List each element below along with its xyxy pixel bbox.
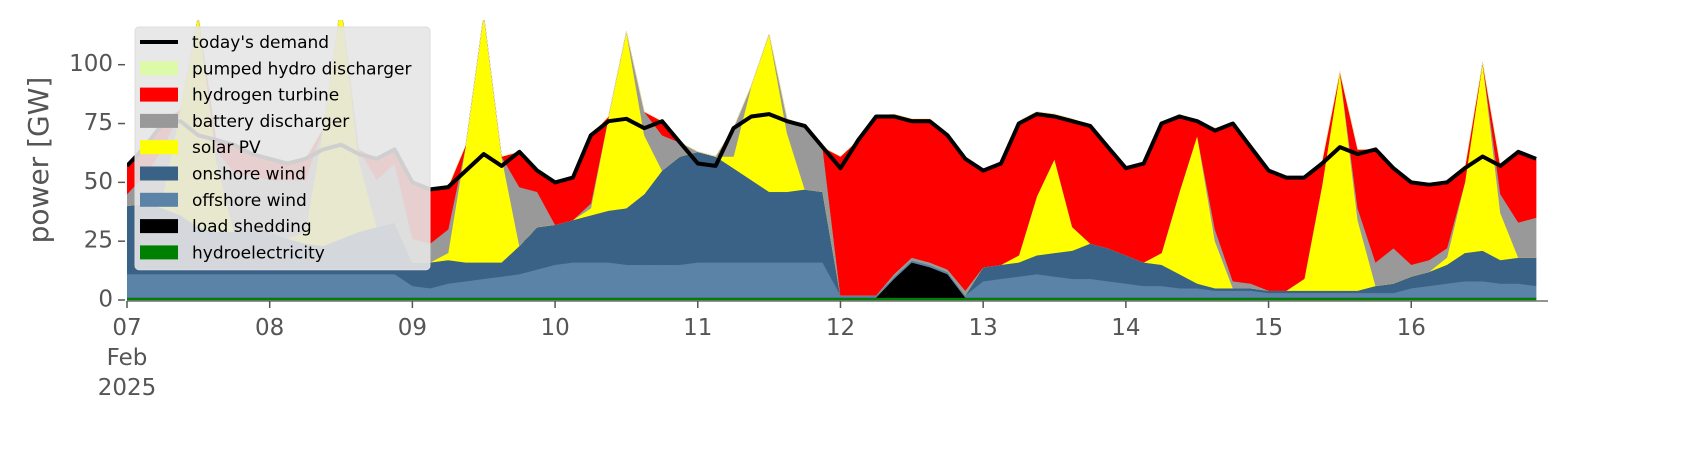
legend-swatch [140, 113, 178, 128]
legend-box [134, 26, 431, 271]
y-axis-label: power [GW] [22, 77, 55, 244]
legend-swatch [140, 192, 178, 207]
x-tick-label: 13 [968, 315, 998, 341]
area [127, 297, 1537, 301]
x-tick-label: 08 [255, 315, 285, 341]
x-tick-label: 14 [1111, 315, 1141, 341]
legend-label: hydroelectricity [192, 243, 325, 263]
legend-label: onshore wind [192, 165, 306, 185]
legend-label: battery discharger [192, 112, 349, 132]
x-tick-label: 07 Feb 2025 [97, 315, 157, 401]
legend-label: today's demand [192, 33, 329, 53]
x-tick-label: 11 [683, 315, 713, 341]
y-tick-label: 50 [84, 169, 113, 195]
plot-area [127, 20, 1537, 301]
y-tick-label: 75 [84, 110, 113, 136]
legend-swatch [140, 166, 178, 181]
legend-swatch [140, 140, 178, 155]
y-tick-label: 25 [84, 228, 113, 254]
legend-swatch [140, 219, 178, 234]
legend-label: solar PV [192, 138, 261, 158]
legend-label: offshore wind [192, 191, 307, 211]
x-tick-label: 09 [397, 315, 428, 341]
legend-label: hydrogen turbine [192, 86, 339, 106]
legend-swatch [140, 245, 178, 260]
y-tick-label: 0 [98, 287, 113, 313]
x-tick-label: 16 [1396, 315, 1426, 341]
y-tick-label: 100 [69, 51, 113, 77]
legend-swatch [140, 87, 178, 102]
legend-swatch [140, 61, 178, 76]
x-tick-label: 12 [825, 315, 856, 341]
x-tick-label: 10 [540, 315, 570, 341]
x-tick-label: 15 [1253, 315, 1284, 341]
legend-label: load shedding [192, 217, 312, 237]
legend-label: pumped hydro discharger [192, 59, 411, 79]
